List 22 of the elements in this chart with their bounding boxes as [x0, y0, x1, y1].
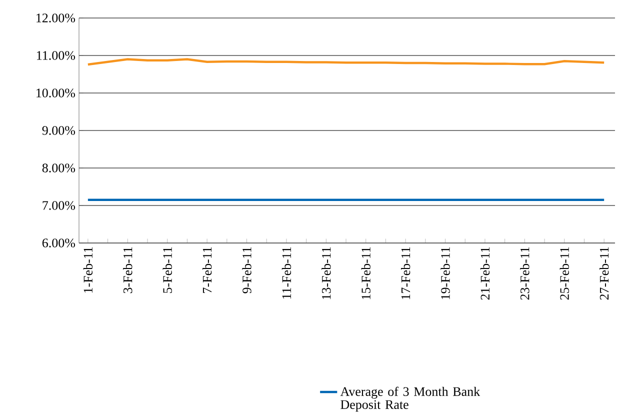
x-tick-label: 13-Feb-11	[322, 247, 331, 300]
y-tick-label: 10.00%	[36, 88, 76, 98]
y-tick-label: 7.00%	[42, 201, 76, 210]
legend-label: Average of 3 Month Bank Deposit Rate	[340, 386, 480, 412]
x-tick-label: 23-Feb-11	[520, 247, 530, 300]
x-tick-label: 1-Feb-11	[83, 247, 93, 293]
x-tick-label: 21-Feb-11	[480, 247, 490, 300]
y-tick-label: 6.00%	[42, 238, 76, 248]
x-tick-label: 25-Feb-11	[560, 247, 569, 300]
x-tick-label: 19-Feb-11	[440, 247, 450, 300]
x-tick-label: 27-Feb-11	[600, 247, 609, 300]
y-tick-label: 8.00%	[42, 164, 76, 172]
x-tick-label: 9-Feb-11	[242, 247, 252, 294]
y-tick-label: 11.00%	[37, 51, 76, 60]
x-tick-label: 7-Feb-11	[202, 247, 212, 293]
y-tick-label: 9.00%	[42, 126, 76, 135]
x-tick-label: 5-Feb-11	[162, 247, 172, 293]
x-tick-label: 15-Feb-11	[361, 247, 370, 300]
x-tick-label: 17-Feb-11	[400, 247, 410, 300]
y-tick-label: 12.00%	[36, 14, 76, 22]
x-tick-label: 11-Feb-11	[282, 247, 292, 299]
x-tick-label: 3-Feb-11	[123, 247, 132, 294]
